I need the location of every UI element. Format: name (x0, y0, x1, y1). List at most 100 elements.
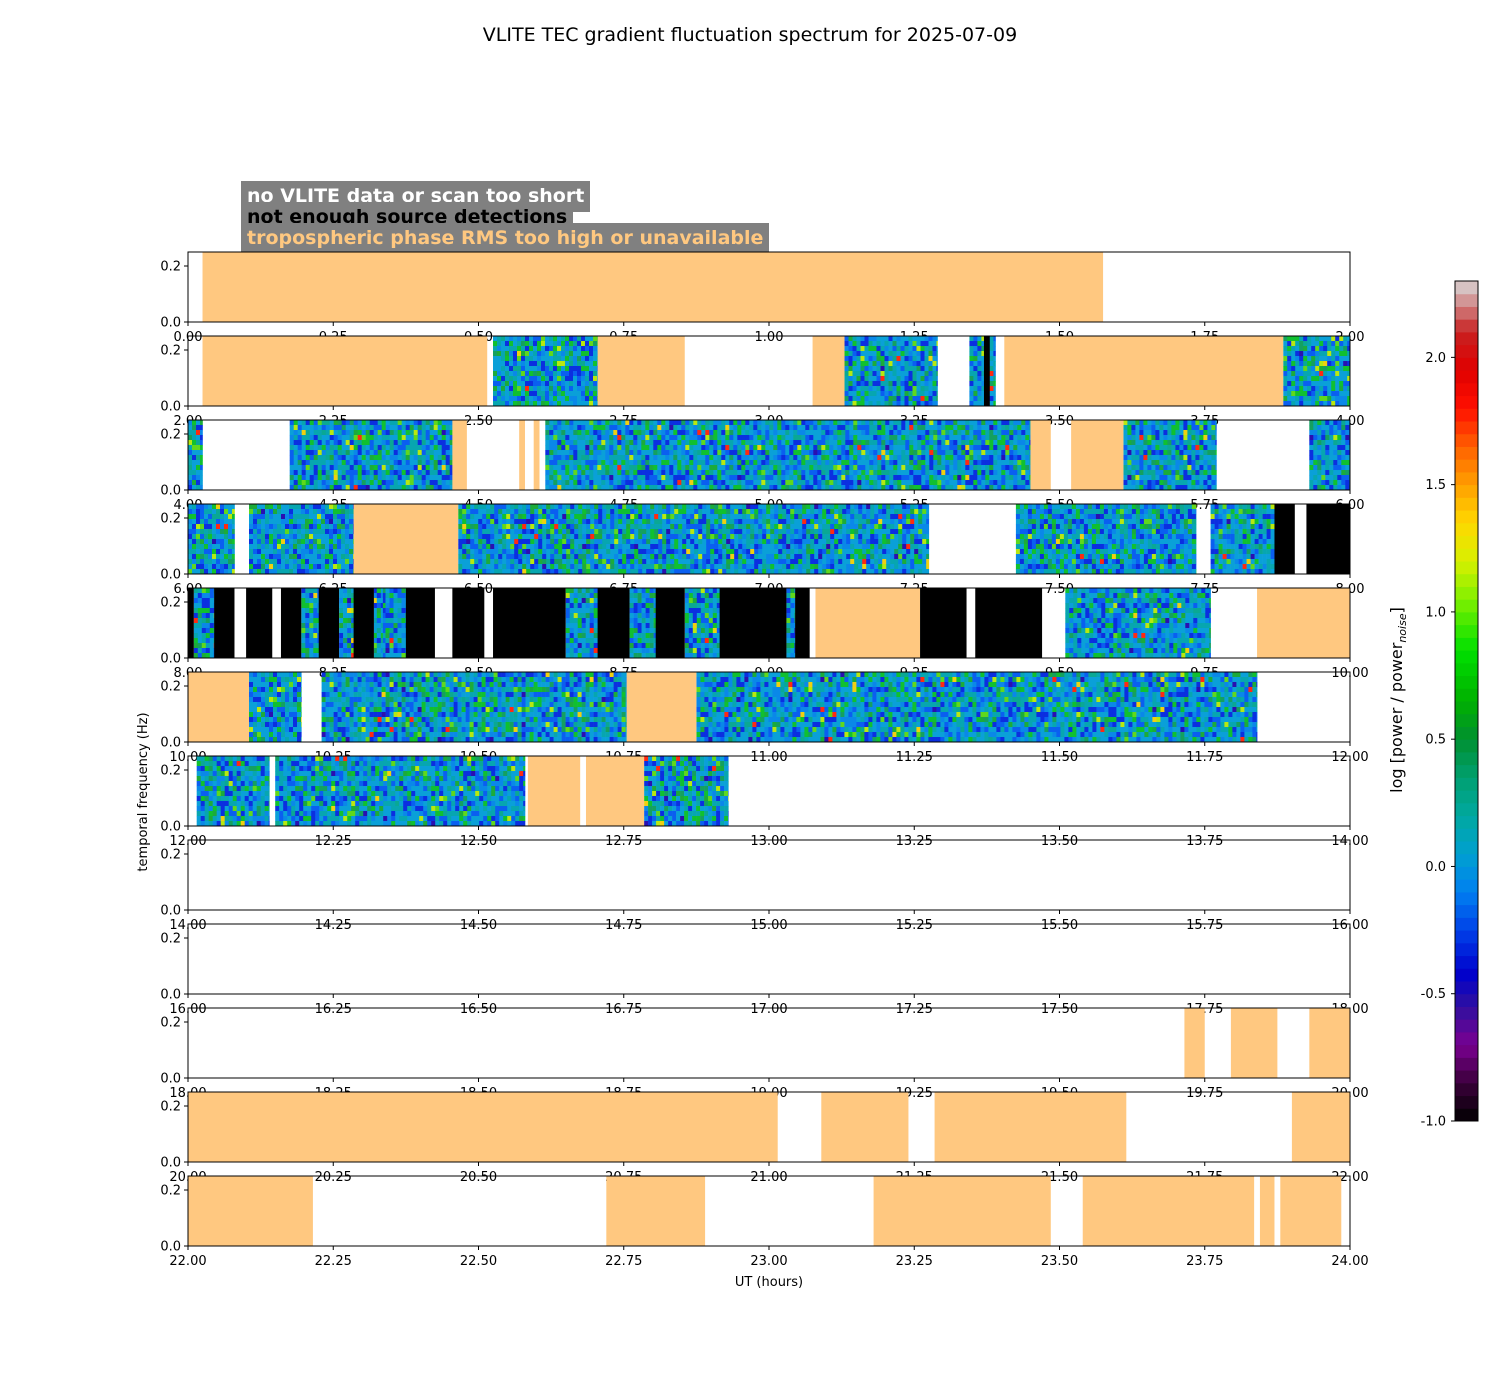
colorbar-segment (1455, 675, 1478, 689)
colorbar-segment (1455, 599, 1478, 613)
colorbar-segment (1455, 930, 1478, 944)
x-tick-label: 23.75 (1186, 1254, 1223, 1269)
colorbar-segment (1455, 573, 1478, 587)
tropo-rms-band (606, 1176, 706, 1246)
x-tick-label: 23.50 (1041, 1254, 1078, 1269)
spectrum-block (376, 588, 383, 659)
colorbar-segment (1455, 1070, 1478, 1084)
panel-frame (187, 1007, 1351, 1079)
tropo-rms-band (1071, 420, 1124, 490)
colorbar-segment (1455, 968, 1478, 982)
colorbar-segment (1455, 331, 1478, 346)
tropo-rms-band (1309, 1008, 1350, 1078)
tropo-rms-band (188, 672, 250, 742)
x-tick-label: 15.75 (1186, 918, 1223, 933)
y-tick-label: 0.0 (160, 1072, 181, 1087)
x-tick-label: 21.00 (750, 1170, 787, 1185)
colorbar-segment (1455, 981, 1478, 995)
x-tick-label: 23.25 (896, 1254, 933, 1269)
low-detections-band (353, 588, 374, 658)
tropo-rms-band (815, 588, 921, 658)
colorbar-segment (1455, 382, 1478, 397)
tropo-rms-band (821, 1092, 909, 1162)
low-detections-band (983, 336, 990, 406)
x-tick-label: 12.50 (460, 834, 497, 849)
x-tick-label: 17.25 (896, 1002, 933, 1017)
x-tick-label: 13.00 (750, 834, 787, 849)
colorbar-segment (1455, 726, 1478, 740)
tropo-rms-band (1004, 336, 1284, 406)
panel-frame (187, 923, 1351, 995)
x-tick-label: 14.50 (460, 918, 497, 933)
y-tick-label: 0.2 (160, 344, 181, 359)
spectrum-block (301, 588, 319, 659)
colorbar-segment (1455, 701, 1478, 715)
low-detections-band (405, 588, 435, 658)
spectrum-block (188, 504, 235, 575)
colorbar-segment (1455, 459, 1478, 473)
y-tick-label: 0.2 (160, 764, 181, 779)
x-tick-label: 12.75 (605, 834, 642, 849)
spectrum-block (249, 672, 302, 743)
colorbar-segment (1455, 993, 1478, 1007)
y-tick-label: 0.0 (160, 988, 181, 1003)
low-detections-band (246, 588, 273, 658)
colorbar-segment (1455, 917, 1478, 931)
colorbar-segment (1455, 739, 1478, 753)
tropo-rms-band (1230, 1008, 1278, 1078)
x-tick-label: 17.50 (1041, 1002, 1078, 1017)
low-detections-band (920, 588, 967, 658)
spectrum-block (275, 756, 526, 827)
colorbar-segment (1455, 586, 1478, 600)
x-tick-label: 22.25 (315, 1254, 352, 1269)
x-tick-label: 16.75 (605, 1002, 642, 1017)
colorbar-segment (1455, 408, 1478, 422)
y-tick-label: 0.2 (160, 512, 181, 527)
spectrum-block (1210, 504, 1275, 575)
tropo-rms-band (1280, 1176, 1342, 1246)
low-detections-band (1274, 504, 1295, 574)
y-tick-label: 0.0 (160, 652, 181, 667)
y-tick-label: 0.0 (160, 484, 181, 499)
spectrum-block (969, 336, 996, 407)
tropo-rms-band (873, 1176, 1051, 1246)
x-tick-label: 16.50 (460, 1002, 497, 1017)
colorbar-tick-label: 1.5 (1425, 478, 1446, 493)
spectrum-block (193, 588, 215, 659)
low-detections-band (655, 588, 685, 658)
colorbar-segment (1455, 484, 1478, 498)
spectrum-block (1123, 420, 1217, 491)
x-tick-label: 23.00 (750, 1254, 787, 1269)
colorbar-segment (1455, 866, 1478, 880)
tropo-rms-band (452, 420, 467, 490)
colorbar-segment (1455, 1082, 1478, 1097)
spectrum-block (1015, 504, 1197, 575)
legend-low-detections: not enough source detections (241, 202, 574, 223)
x-tick-label: 11.00 (750, 750, 787, 765)
colorbar-segment (1455, 1031, 1478, 1046)
x-tick-label: 2.50 (464, 414, 493, 429)
colorbar-segment (1455, 790, 1478, 804)
colorbar-tick-label: 1.0 (1425, 605, 1446, 620)
tropo-rms-band (1082, 1176, 1255, 1246)
colorbar-segment (1455, 841, 1478, 855)
tropo-rms-band (188, 1176, 313, 1246)
tropo-rms-band (1259, 1176, 1275, 1246)
colorbar-segment (1455, 764, 1478, 778)
low-detections-band (280, 588, 302, 658)
colorbar-segment (1455, 357, 1478, 371)
spectrum-block (1065, 588, 1211, 659)
tropo-rms-band (202, 252, 1104, 322)
colorbar-segment (1455, 713, 1478, 727)
tropo-rms-band (597, 336, 685, 406)
colorbar-segment (1455, 433, 1478, 447)
colorbar-segment (1455, 497, 1478, 511)
colorbar-tick-label: 0.0 (1425, 860, 1446, 875)
x-tick-label: 13.75 (1186, 834, 1223, 849)
low-detections-band (597, 588, 630, 658)
colorbar-tick-label: 2.0 (1425, 351, 1446, 366)
low-detections-band (452, 588, 485, 658)
colorbar-segment (1455, 1006, 1478, 1020)
spectrum-block (249, 504, 354, 575)
colorbar-segment (1455, 955, 1478, 969)
